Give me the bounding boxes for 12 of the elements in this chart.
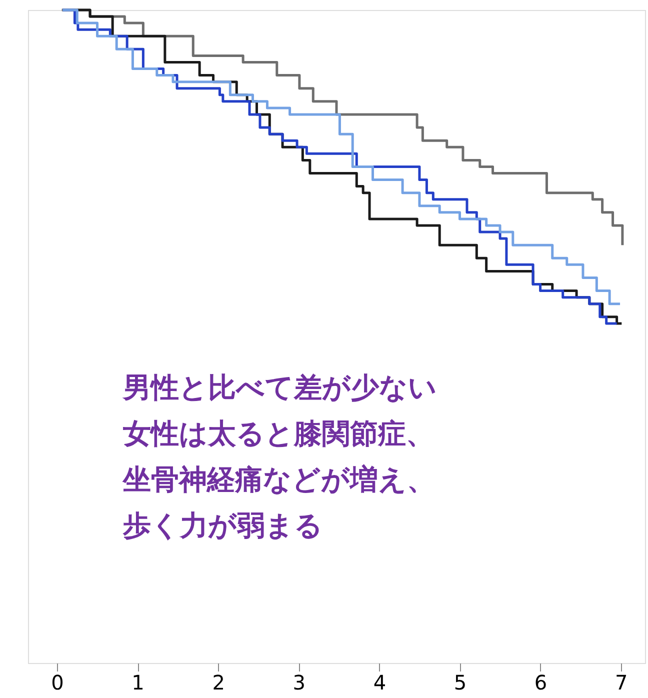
x-tick-label: 5 bbox=[454, 670, 467, 694]
x-tick-label: 6 bbox=[534, 670, 548, 694]
annotation: 男性と比べて差が少ない bbox=[122, 371, 437, 404]
annotation: 坐骨神経痛などが増え、 bbox=[122, 463, 435, 496]
x-tick-label: 1 bbox=[132, 670, 144, 694]
x-tick-label: 0 bbox=[51, 670, 64, 694]
annotation: 歩く力が弱まる bbox=[122, 509, 323, 542]
annotation: 女性は太ると膝関節症、 bbox=[122, 417, 434, 450]
x-tick-label: 4 bbox=[373, 670, 386, 694]
x-tick-label: 7 bbox=[614, 670, 628, 694]
x-tick-label: 3 bbox=[292, 670, 306, 694]
x-tick-label: 2 bbox=[212, 670, 225, 694]
